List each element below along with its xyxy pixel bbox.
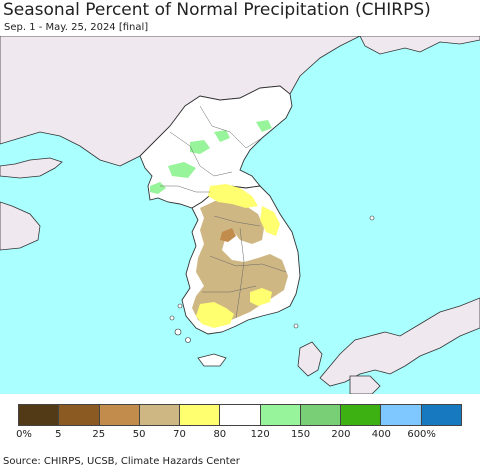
china-land-lower <box>0 201 41 251</box>
wet-area-120-150-d <box>256 120 272 132</box>
japan-kyushu-land <box>297 341 323 377</box>
legend-swatch <box>139 405 181 425</box>
jeju-island <box>197 353 227 367</box>
wet-area-120-150-e <box>214 130 230 142</box>
legend-label: 120 <box>250 429 270 440</box>
wet-area-120-150-a <box>190 140 210 154</box>
russia-northeast-land <box>359 36 480 55</box>
legend-swatch <box>180 405 221 425</box>
legend-label: 80 <box>213 429 227 440</box>
dry-area-70-80-north <box>208 184 258 208</box>
shandong-land <box>0 157 63 179</box>
dry-area-70-80-southeast <box>250 288 272 306</box>
legend-label: 5 <box>55 429 62 440</box>
province-borders <box>160 105 287 319</box>
legend-swatch <box>381 405 422 425</box>
japan-land <box>319 297 480 387</box>
map-title: Seasonal Percent of Normal Precipitation… <box>3 0 431 20</box>
legend-label: 0% <box>16 429 32 440</box>
wet-area-120-150-b <box>168 162 196 178</box>
legend-swatch <box>59 405 100 425</box>
dry-area-70-80-south <box>196 302 234 328</box>
legend-swatch <box>220 405 261 425</box>
legend-swatch <box>421 405 461 425</box>
legend-swatch <box>300 405 342 425</box>
small-islands <box>169 215 375 343</box>
legend-label: 150 <box>290 429 311 440</box>
legend-label: 25 <box>92 429 106 440</box>
legend-label: 70 <box>173 429 186 440</box>
map-subtitle: Sep. 1 - May. 25, 2024 [final] <box>4 22 149 33</box>
legend-swatch <box>341 405 382 425</box>
dry-area-70-80-east <box>260 206 280 236</box>
legend-label: 400 <box>371 429 391 440</box>
wet-area-120-150-c <box>150 182 166 194</box>
map-source: Source: CHIRPS, UCSB, Climate Hazards Ce… <box>3 456 240 467</box>
legend-label: 200 <box>331 429 351 440</box>
legend-swatch <box>19 405 60 425</box>
dry-area-25-50 <box>220 228 236 242</box>
precipitation-map <box>0 36 480 394</box>
north-korea-land <box>139 85 293 209</box>
legend-label: 600% <box>407 429 436 440</box>
legend-colorbar <box>18 404 462 426</box>
legend-swatch <box>99 405 140 425</box>
japan-lower-land <box>349 375 381 394</box>
legend-label: 50 <box>132 429 146 440</box>
legend-swatch <box>260 405 301 425</box>
